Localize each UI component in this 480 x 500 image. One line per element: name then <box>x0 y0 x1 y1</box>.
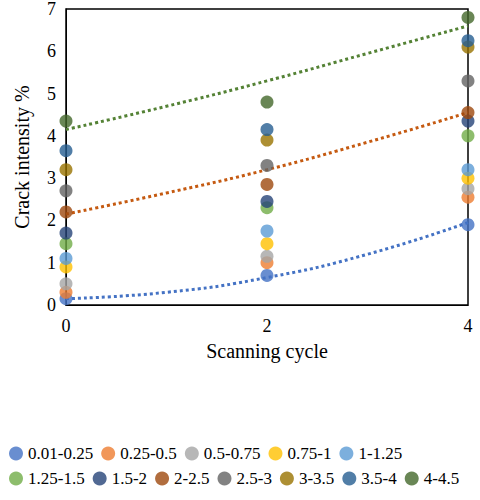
svg-text:2: 2 <box>47 210 56 230</box>
svg-text:3-3.5: 3-3.5 <box>299 469 334 488</box>
svg-text:1-1.25: 1-1.25 <box>358 444 402 463</box>
svg-text:0.75-1: 0.75-1 <box>287 444 331 463</box>
svg-text:4: 4 <box>464 316 473 336</box>
svg-text:0.5-0.75: 0.5-0.75 <box>204 444 261 463</box>
svg-text:4: 4 <box>47 126 56 146</box>
svg-text:1: 1 <box>47 253 56 273</box>
svg-text:0.01-0.25: 0.01-0.25 <box>28 444 93 463</box>
svg-text:7: 7 <box>47 0 56 19</box>
svg-text:2-2.5: 2-2.5 <box>174 469 209 488</box>
svg-text:Scanning cycle: Scanning cycle <box>206 340 328 363</box>
svg-text:2: 2 <box>263 316 272 336</box>
svg-text:1.25-1.5: 1.25-1.5 <box>28 469 85 488</box>
svg-text:0.25-0.5: 0.25-0.5 <box>120 444 177 463</box>
svg-text:0: 0 <box>47 295 56 315</box>
svg-text:0: 0 <box>62 316 71 336</box>
svg-text:4-4.5: 4-4.5 <box>424 469 459 488</box>
svg-text:6: 6 <box>47 41 56 61</box>
svg-text:2.5-3: 2.5-3 <box>236 469 271 488</box>
svg-text:1.5-2: 1.5-2 <box>112 469 147 488</box>
svg-text:Crack intensity %: Crack intensity % <box>11 85 34 228</box>
svg-text:3.5-4: 3.5-4 <box>361 469 397 488</box>
svg-text:5: 5 <box>47 84 56 104</box>
svg-text:3: 3 <box>47 168 56 188</box>
